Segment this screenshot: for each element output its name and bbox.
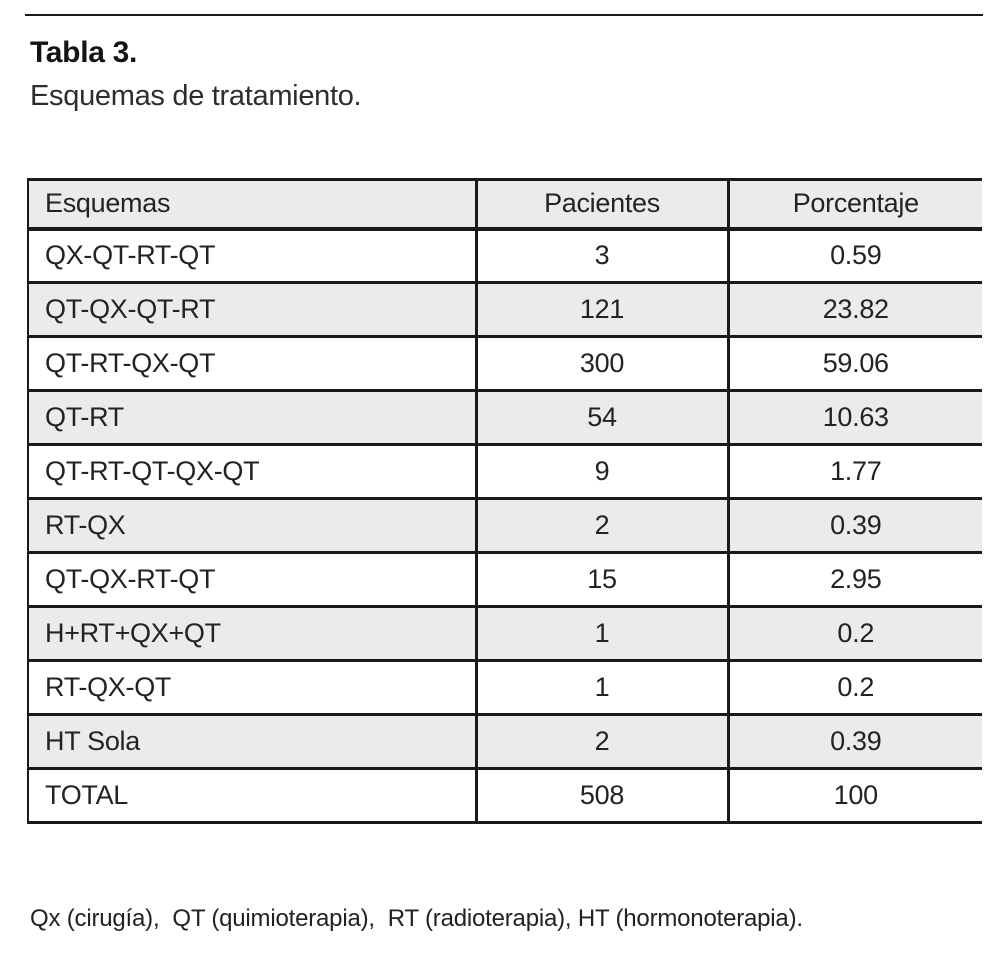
esquema-cell: H+RT+QX+QT bbox=[28, 606, 476, 662]
porcentaje-cell: 100 bbox=[726, 768, 982, 824]
table-row: QT-RT-QX-QT 300 59.06 bbox=[28, 336, 982, 392]
esquema-cell: QT-RT-QT-QX-QT bbox=[28, 444, 476, 500]
top-horizontal-rule bbox=[25, 14, 983, 16]
esquema-cell: QT-QX-RT-QT bbox=[28, 552, 476, 608]
pacientes-cell: 15 bbox=[474, 552, 728, 608]
porcentaje-cell: 2.95 bbox=[726, 552, 982, 608]
porcentaje-cell: 10.63 bbox=[726, 390, 982, 446]
porcentaje-cell: 0.39 bbox=[726, 714, 982, 770]
esquema-cell: RT-QX bbox=[28, 498, 476, 554]
table-header-row: Esquemas Pacientes Porcentaje bbox=[28, 179, 982, 231]
column-header-pacientes: Pacientes bbox=[474, 179, 728, 231]
table-row: QT-RT 54 10.63 bbox=[28, 390, 982, 446]
table-row: QX-QT-RT-QT 3 0.59 bbox=[28, 228, 982, 284]
porcentaje-cell: 0.2 bbox=[726, 660, 982, 716]
table-subtitle: Esquemas de tratamiento. bbox=[30, 80, 362, 112]
esquema-cell: QX-QT-RT-QT bbox=[28, 228, 476, 284]
esquema-cell: TOTAL bbox=[28, 768, 476, 824]
treatment-schemes-table: Esquemas Pacientes Porcentaje QX-QT-RT-Q… bbox=[27, 178, 982, 824]
abbreviations-footnote: Qx (cirugía), QT (quimioterapia), RT (ra… bbox=[30, 905, 803, 932]
table-row-total: TOTAL 508 100 bbox=[28, 768, 982, 824]
pacientes-cell: 9 bbox=[474, 444, 728, 500]
pacientes-cell: 2 bbox=[474, 714, 728, 770]
pacientes-cell: 121 bbox=[474, 282, 728, 338]
porcentaje-cell: 59.06 bbox=[726, 336, 982, 392]
esquema-cell: HT Sola bbox=[28, 714, 476, 770]
pacientes-cell: 1 bbox=[474, 660, 728, 716]
pacientes-cell: 1 bbox=[474, 606, 728, 662]
column-header-esquemas: Esquemas bbox=[28, 179, 476, 231]
pacientes-cell: 54 bbox=[474, 390, 728, 446]
esquema-cell: QT-QX-QT-RT bbox=[28, 282, 476, 338]
pacientes-cell: 3 bbox=[474, 228, 728, 284]
table-row: QT-QX-RT-QT 15 2.95 bbox=[28, 552, 982, 608]
porcentaje-cell: 0.59 bbox=[726, 228, 982, 284]
porcentaje-cell: 0.2 bbox=[726, 606, 982, 662]
table-row: RT-QX-QT 1 0.2 bbox=[28, 660, 982, 716]
table-row: H+RT+QX+QT 1 0.2 bbox=[28, 606, 982, 662]
table-row: QT-RT-QT-QX-QT 9 1.77 bbox=[28, 444, 982, 500]
pacientes-cell: 508 bbox=[474, 768, 728, 824]
table-row: QT-QX-QT-RT 121 23.82 bbox=[28, 282, 982, 338]
porcentaje-cell: 1.77 bbox=[726, 444, 982, 500]
esquema-cell: RT-QX-QT bbox=[28, 660, 476, 716]
table-row: HT Sola 2 0.39 bbox=[28, 714, 982, 770]
table-row: RT-QX 2 0.39 bbox=[28, 498, 982, 554]
table-title: Tabla 3. bbox=[30, 36, 138, 69]
pacientes-cell: 300 bbox=[474, 336, 728, 392]
column-header-porcentaje: Porcentaje bbox=[726, 179, 982, 231]
pacientes-cell: 2 bbox=[474, 498, 728, 554]
porcentaje-cell: 0.39 bbox=[726, 498, 982, 554]
porcentaje-cell: 23.82 bbox=[726, 282, 982, 338]
esquema-cell: QT-RT bbox=[28, 390, 476, 446]
esquema-cell: QT-RT-QX-QT bbox=[28, 336, 476, 392]
